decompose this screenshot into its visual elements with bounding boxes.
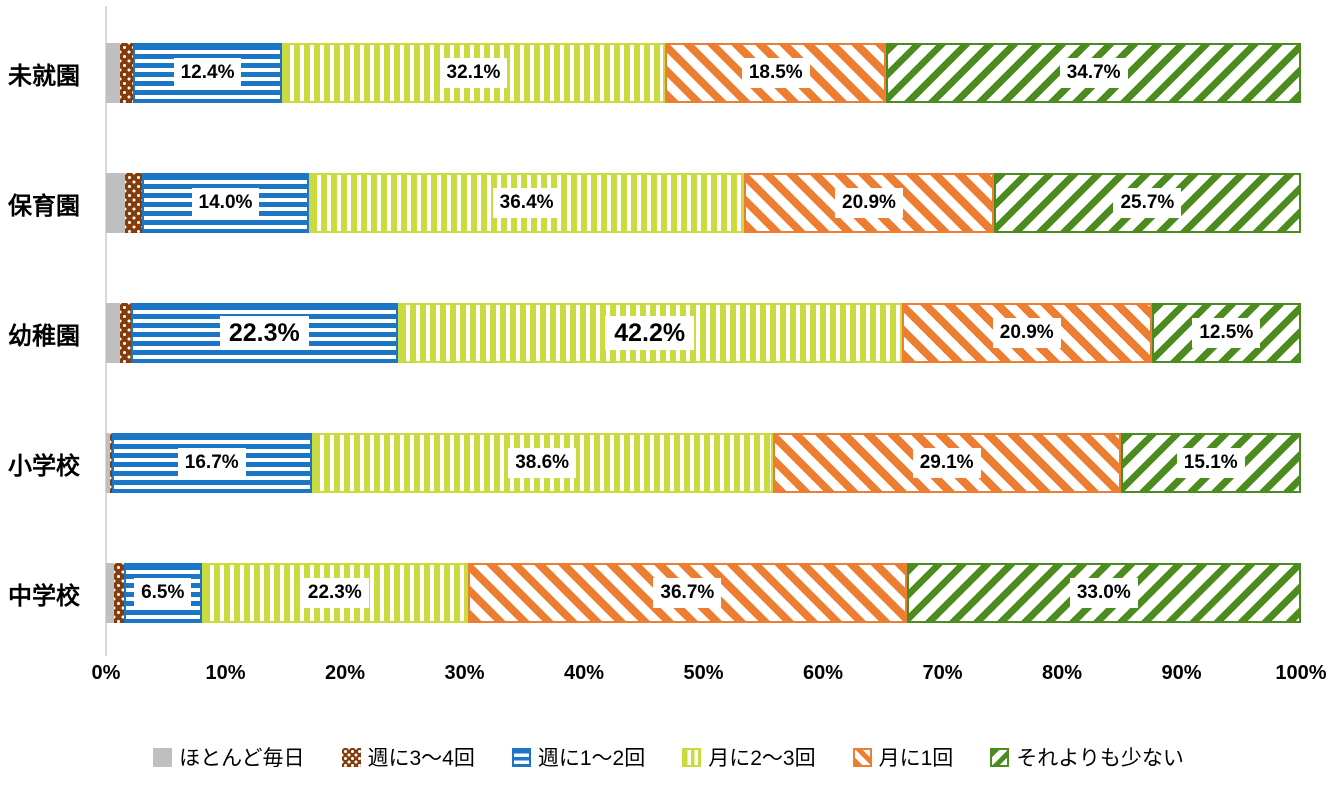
data-label: 15.1% — [1176, 448, 1245, 478]
legend-label: ほとんど毎日 — [179, 747, 305, 770]
bar-row: 中学校 6.5% 22.3% 36.7% 33.0% — [0, 528, 1337, 658]
legend-item: 月に2～3回 — [682, 742, 816, 772]
segment-week-1-2: 14.0% — [141, 173, 310, 233]
data-label: 36.7% — [653, 578, 722, 608]
swatch-icon-less-often — [990, 747, 1010, 767]
segment-week-3-4 — [120, 303, 132, 363]
legend-item: 月に1回 — [852, 742, 954, 772]
segment-month-2-3: 22.3% — [201, 563, 469, 623]
category-label: 中学校 — [8, 582, 80, 610]
x-tick-label: 10% — [205, 662, 246, 684]
data-label: 33.0% — [1069, 578, 1138, 608]
data-label: 12.5% — [1192, 318, 1261, 348]
legend-item: それよりも少ない — [990, 742, 1184, 772]
segment-less-often: 15.1% — [1120, 433, 1301, 493]
swatch-icon-week-3-4 — [341, 747, 361, 767]
data-label: 20.9% — [992, 318, 1061, 348]
x-tick-label: 100% — [1275, 662, 1327, 684]
data-label: 16.7% — [177, 448, 246, 478]
swatch-icon-month-1 — [852, 747, 872, 767]
segment-almost-every-day — [106, 303, 121, 363]
data-label: 20.9% — [835, 188, 903, 218]
stacked-bar: 6.5% 22.3% 36.7% 33.0% — [106, 563, 1301, 623]
segment-week-3-4 — [120, 43, 134, 103]
stacked-bar: 12.4% 32.1% 18.5% 34.7% — [106, 43, 1301, 103]
legend-item: 週に1～2回 — [511, 742, 646, 772]
bar-row: 幼稚園 22.3% 42.2% 20.9% 12.5% — [0, 268, 1337, 398]
segment-almost-every-day — [106, 43, 121, 103]
data-label: 22.3% — [219, 315, 309, 351]
segment-almost-every-day — [106, 433, 110, 493]
stacked-bar: 22.3% 42.2% 20.9% 12.5% — [106, 303, 1301, 363]
legend: ほとんど毎日 週に3～4回 週に1～2回 月に2～3回 月に1回 それよりも少ない — [0, 742, 1337, 772]
legend-item: 週に3～4回 — [341, 742, 475, 772]
legend-label: それよりも少ない — [1016, 747, 1184, 770]
swatch-icon-almost-every-day — [153, 747, 173, 767]
segment-less-often: 33.0% — [906, 563, 1301, 623]
x-tick-label: 70% — [922, 662, 963, 684]
category-label: 幼稚園 — [8, 322, 80, 350]
segment-month-1: 18.5% — [665, 43, 887, 103]
segment-month-1: 36.7% — [468, 563, 907, 623]
legend-label: 月に1回 — [878, 747, 954, 770]
segment-week-1-2: 6.5% — [123, 563, 202, 623]
legend-label: 月に2～3回 — [708, 747, 816, 770]
data-label: 42.2% — [605, 315, 695, 351]
stacked-bar: 16.7% 38.6% 29.1% 15.1% — [106, 433, 1301, 493]
data-label: 38.6% — [508, 448, 577, 478]
data-label: 36.4% — [492, 188, 561, 218]
stacked-bar: 14.0% 36.4% 20.9% 25.7% — [106, 173, 1301, 233]
data-label: 18.5% — [741, 58, 810, 88]
data-label: 12.4% — [173, 58, 242, 88]
segment-month-2-3: 42.2% — [397, 303, 902, 363]
x-axis: 0% 10% 20% 30% 40% 50% 60% 70% 80% 90% 100% — [92, 662, 1327, 692]
category-label: 未就園 — [8, 62, 80, 90]
segment-less-often: 34.7% — [886, 43, 1301, 103]
segment-week-1-2: 16.7% — [111, 433, 312, 493]
x-tick-label: 20% — [324, 662, 366, 684]
data-label: 14.0% — [191, 188, 260, 218]
segment-almost-every-day — [106, 563, 115, 623]
segment-almost-every-day — [106, 173, 126, 233]
swatch-icon-week-1-2 — [511, 747, 531, 767]
x-tick-label: 30% — [444, 662, 485, 684]
category-label: 保育園 — [8, 192, 80, 220]
data-label: 32.1% — [439, 58, 508, 88]
segment-week-1-2: 22.3% — [131, 303, 398, 363]
x-tick-label: 40% — [563, 662, 605, 684]
plot-area: 未就園 12.4% 32.1% 18.5% 34.7% 保育園 14.0% 36.4% 20.9… — [0, 8, 1337, 658]
legend-label: 週に3～4回 — [367, 747, 475, 770]
segment-week-3-4 — [109, 433, 112, 493]
segment-month-2-3: 36.4% — [309, 173, 745, 233]
bar-row: 小学校 16.7% 38.6% 29.1% 15.1% — [0, 398, 1337, 528]
x-tick-label: 50% — [683, 662, 724, 684]
x-tick-label: 80% — [1041, 662, 1083, 684]
x-tick-label: 0% — [91, 662, 121, 684]
x-tick-label: 60% — [802, 662, 844, 684]
segment-less-often: 25.7% — [993, 173, 1301, 233]
bar-row: 保育園 14.0% 36.4% 20.9% 25.7% — [0, 138, 1337, 268]
segment-week-3-4 — [125, 173, 142, 233]
segment-month-1: 29.1% — [772, 433, 1121, 493]
data-label: 34.7% — [1059, 58, 1128, 88]
data-label: 6.5% — [134, 578, 192, 608]
segment-month-2-3: 32.1% — [281, 43, 666, 103]
legend-label: 週に1～2回 — [537, 747, 646, 770]
data-label: 25.7% — [1113, 188, 1182, 218]
data-label: 22.3% — [300, 578, 369, 608]
data-label: 29.1% — [912, 448, 981, 478]
legend-item: ほとんど毎日 — [153, 742, 305, 772]
x-tick-label: 90% — [1161, 662, 1202, 684]
segment-week-1-2: 12.4% — [133, 43, 282, 103]
bar-row: 未就園 12.4% 32.1% 18.5% 34.7% — [0, 8, 1337, 138]
segment-month-1: 20.9% — [744, 173, 994, 233]
swatch-icon-month-2-3 — [682, 747, 702, 767]
category-label: 小学校 — [8, 452, 80, 480]
segment-month-2-3: 38.6% — [311, 433, 773, 493]
segment-week-3-4 — [114, 563, 124, 623]
segment-month-1: 20.9% — [901, 303, 1152, 363]
segment-less-often: 12.5% — [1151, 303, 1301, 363]
